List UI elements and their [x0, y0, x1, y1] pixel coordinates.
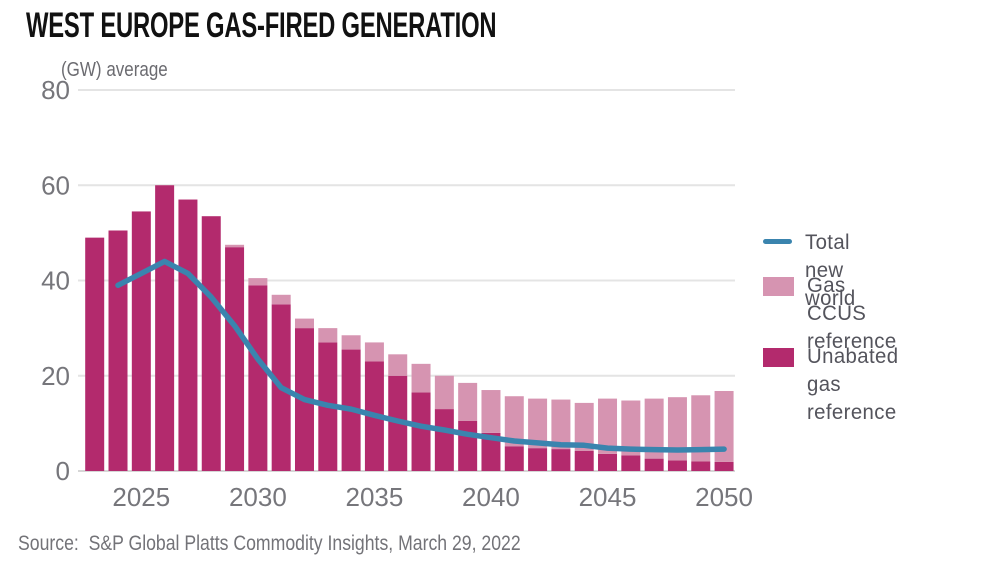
bar-unabated-2029	[225, 247, 245, 471]
bar-ccus-2043	[551, 399, 571, 450]
x-axis-tick-label: 2045	[579, 482, 637, 512]
legend-label-gas-ccus: Gas CCUS reference	[807, 274, 897, 353]
bar-ccus-2034	[341, 335, 361, 350]
bar-ccus-2030	[248, 278, 268, 286]
bar-ccus-2048	[667, 397, 687, 461]
bar-ccus-2041	[504, 396, 524, 447]
total-new-world-line	[115, 258, 727, 453]
bar-unabated-2024	[108, 230, 128, 471]
bar-ccus-2032	[294, 318, 314, 329]
bar-unabated-2050	[714, 461, 734, 471]
bar-ccus-2044	[574, 402, 594, 451]
bar-ccus-2037	[411, 363, 431, 393]
bar-unabated-2040	[481, 432, 501, 471]
y-axis-tick-label: 20	[41, 361, 70, 391]
bar-ccus-2040	[481, 390, 501, 433]
bar-ccus-2033	[318, 328, 338, 343]
bar-ccus-2045	[598, 398, 618, 454]
bar-unabated-2045	[598, 453, 618, 471]
legend-ccus-swatch	[763, 277, 794, 296]
x-axis-tick-label: 2050	[695, 482, 753, 512]
legend-label-unabated-gas: Unabated gas reference	[807, 345, 899, 424]
bar-unabated-2027	[178, 199, 198, 471]
axis-unit-label: (GW) average	[61, 59, 168, 81]
legend-line-swatch	[763, 239, 792, 244]
bar-unabated-2026	[155, 185, 175, 471]
bar-ccus-2039	[458, 382, 478, 421]
bar-ccus-2035	[364, 342, 384, 362]
legend-item-unabated-gas: Unabated gas reference	[763, 343, 901, 427]
bar-ccus-2046	[621, 400, 641, 456]
y-axis-tick-label: 60	[41, 170, 70, 200]
x-axis-tick-label: 2040	[462, 482, 520, 512]
bar-ccus-2036	[388, 354, 408, 376]
legend-unabated-swatch	[763, 348, 794, 367]
bar-ccus-2050	[714, 390, 734, 462]
bar-unabated-2044	[574, 450, 594, 471]
bar-unabated-2048	[667, 460, 687, 471]
source-note: Source: S&P Global Platts Commodity Insi…	[18, 532, 521, 555]
x-axis-tick-label: 2030	[229, 482, 287, 512]
bar-unabated-2038	[434, 409, 454, 471]
bar-ccus-2031	[271, 294, 291, 305]
bar-unabated-2042	[528, 448, 548, 471]
bar-ccus-2038	[434, 375, 454, 410]
bar-unabated-2023	[85, 237, 105, 471]
legend-label-total-new-world: Total new world	[805, 231, 856, 310]
bar-ccus-2047	[644, 398, 664, 459]
legend-item-total-new-world: Total new world	[763, 229, 857, 313]
bar-ccus-2029	[225, 244, 245, 248]
bar-ccus-2042	[528, 398, 548, 449]
y-axis-tick-label: 40	[41, 266, 70, 296]
bar-unabated-2030	[248, 285, 268, 471]
y-axis-tick-label: 80	[41, 75, 70, 105]
bar-unabated-2049	[691, 461, 711, 471]
bar-unabated-2025	[131, 211, 151, 471]
bar-unabated-2039	[458, 420, 478, 471]
bar-unabated-2046	[621, 455, 641, 471]
bar-unabated-2037	[411, 392, 431, 471]
x-axis-tick-label: 2025	[112, 482, 170, 512]
y-axis-tick-label: 0	[56, 456, 70, 486]
bar-unabated-2043	[551, 449, 571, 471]
legend-item-gas-ccus: Gas CCUS reference	[763, 272, 899, 356]
bar-unabated-2028	[201, 216, 221, 471]
bar-unabated-2047	[644, 458, 664, 471]
bar-unabated-2041	[504, 446, 524, 471]
bar-ccus-2049	[691, 395, 711, 462]
chart-title: WEST EUROPE GAS-FIRED GENERATION	[26, 6, 497, 45]
x-axis-tick-label: 2035	[345, 482, 403, 512]
